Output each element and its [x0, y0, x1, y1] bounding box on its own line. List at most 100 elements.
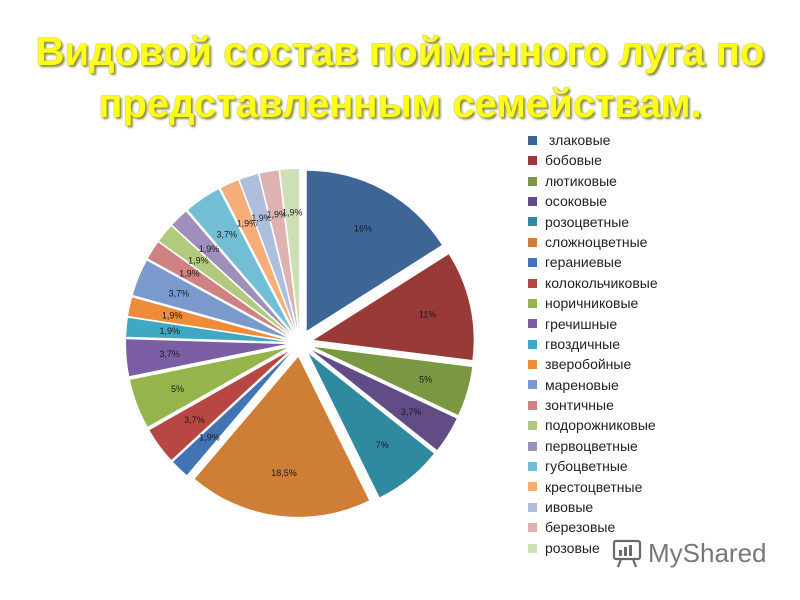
- pie-data-label-20: 1,9%: [266, 209, 287, 219]
- legend-swatch: [528, 258, 537, 268]
- legend-swatch: [528, 523, 537, 533]
- pie-data-label-6: 18,5%: [271, 468, 297, 478]
- pie-slice-10: [126, 339, 287, 377]
- legend-item: первоцветные: [528, 436, 728, 456]
- legend-swatch: [528, 482, 537, 492]
- legend-item: гречишные: [528, 314, 728, 334]
- pie-slice-19: [239, 174, 296, 330]
- pie-data-label-17: 3,7%: [217, 230, 238, 240]
- pie-slice-3: [313, 346, 473, 416]
- legend-label: бобовые: [545, 152, 602, 169]
- presentation-board-icon: [612, 539, 642, 568]
- pie-data-label-14: 1,9%: [179, 268, 200, 278]
- legend-label: гераниевые: [545, 254, 622, 271]
- legend-swatch: [528, 502, 537, 512]
- legend-label: мареновые: [545, 376, 619, 393]
- pie-data-label-2: 11%: [419, 309, 436, 319]
- legend-label: осоковые: [545, 193, 608, 210]
- legend-swatch: [528, 196, 537, 206]
- legend-swatch: [528, 135, 537, 145]
- legend-swatch: [528, 339, 537, 349]
- legend-item: лютиковые: [528, 171, 728, 191]
- legend-swatch: [528, 156, 537, 166]
- pie-slice-20: [259, 170, 298, 330]
- pie-data-label-21: 1,9%: [282, 207, 303, 217]
- legend-item: подорожниковые: [528, 415, 728, 435]
- pie-slice-8: [149, 351, 289, 461]
- pie-data-label-3: 5%: [419, 374, 432, 384]
- chart-legend: злаковые бобовые лютиковые осоковые розоцвет…: [528, 130, 728, 558]
- legend-item: мареновые: [528, 375, 728, 395]
- pie-data-label-5: 7%: [376, 440, 389, 450]
- pie-slice-4: [311, 350, 457, 451]
- legend-swatch: [528, 298, 537, 308]
- legend-label: губоцветные: [545, 458, 628, 475]
- legend-label: зверобойные: [545, 356, 632, 373]
- legend-item: ивовые: [528, 497, 728, 517]
- legend-item: березовые: [528, 517, 728, 537]
- chart-title-line-1: Видовой состав пойменного луга по: [35, 30, 765, 74]
- legend-swatch: [528, 360, 537, 370]
- pie-slice-6: [194, 356, 370, 517]
- legend-label: гвоздичные: [545, 335, 620, 352]
- pie-slice-15: [159, 226, 290, 335]
- legend-item: гераниевые: [528, 252, 728, 272]
- pie-slice-2: [313, 254, 474, 360]
- legend-swatch: [528, 278, 537, 288]
- legend-item: злаковые: [528, 130, 728, 150]
- legend-label: крестоцветные: [545, 478, 643, 495]
- pie-data-label-19: 1,9%: [251, 213, 272, 223]
- legend-swatch: [528, 237, 537, 247]
- legend-swatch: [528, 217, 537, 227]
- chart-title-line-2: представленным семействам.: [98, 82, 702, 126]
- pie-data-label-10: 3,7%: [159, 349, 180, 359]
- pie-slice-9: [130, 347, 287, 427]
- legend-label: норичниковые: [545, 295, 639, 312]
- pie-data-label-4: 3,7%: [401, 407, 422, 417]
- legend-swatch: [528, 400, 537, 410]
- pie-slice-1: [306, 170, 442, 331]
- legend-label: злаковые: [545, 132, 611, 148]
- pie-slice-11: [126, 317, 287, 342]
- legend-item: розовые: [528, 538, 728, 558]
- pie-slice-16: [172, 211, 291, 333]
- legend-label: розоцветные: [545, 213, 630, 230]
- pie-slice-13: [132, 260, 288, 338]
- legend-swatch: [528, 380, 537, 390]
- legend-label: ивовые: [545, 499, 594, 516]
- legend-item: крестоцветные: [528, 477, 728, 497]
- legend-item: гвоздичные: [528, 334, 728, 354]
- pie-data-label-13: 3,7%: [169, 289, 190, 299]
- pie-slice-21: [280, 169, 300, 330]
- legend-label: сложноцветные: [545, 233, 648, 250]
- legend-item: осоковые: [528, 191, 728, 211]
- pie-data-label-7: 1,9%: [199, 433, 220, 443]
- legend-swatch: [528, 543, 537, 553]
- legend-label: розовые: [545, 539, 600, 556]
- legend-item: бобовые: [528, 150, 728, 170]
- pie-data-label-12: 1,9%: [162, 311, 183, 321]
- pie-slice-12: [128, 297, 287, 341]
- legend-label: первоцветные: [545, 437, 638, 454]
- pie-data-label-8: 3,7%: [184, 415, 205, 425]
- legend-item: зверобойные: [528, 354, 728, 374]
- legend-label: гречишные: [545, 315, 618, 332]
- legend-swatch: [528, 462, 537, 472]
- pie-data-label-16: 1,9%: [199, 244, 220, 254]
- legend-label: подорожниковые: [545, 417, 656, 434]
- legend-label: лютиковые: [545, 172, 617, 189]
- legend-swatch: [528, 441, 537, 451]
- legend-item: зонтичные: [528, 395, 728, 415]
- legend-item: губоцветные: [528, 456, 728, 476]
- legend-item: сложноцветные: [528, 232, 728, 252]
- legend-item: норичниковые: [528, 293, 728, 313]
- pie-slice-14: [147, 242, 289, 336]
- pie-data-label-11: 1,9%: [159, 326, 180, 336]
- pie-slice-18: [220, 180, 295, 331]
- legend-item: розоцветные: [528, 212, 728, 232]
- chart-title: Видовой состав пойменного луга по предст…: [0, 26, 800, 130]
- legend-swatch: [528, 421, 537, 431]
- legend-swatch: [528, 319, 537, 329]
- legend-item: колокольчиковые: [528, 273, 728, 293]
